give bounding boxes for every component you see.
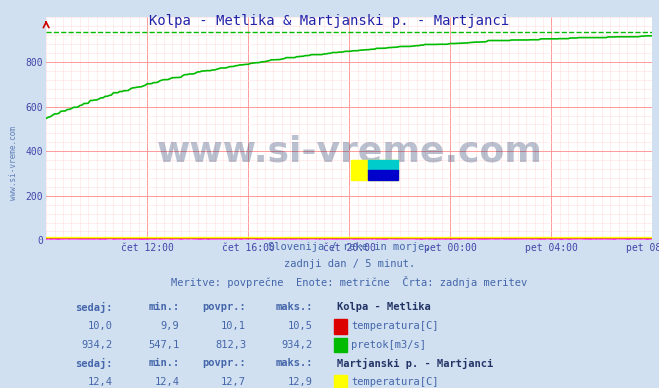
Text: povpr.:: povpr.: — [202, 358, 246, 368]
Text: 12,4: 12,4 — [88, 377, 113, 387]
Bar — [334, 338, 347, 352]
Text: 10,5: 10,5 — [288, 321, 313, 331]
Text: 547,1: 547,1 — [148, 340, 179, 350]
Bar — [351, 160, 397, 180]
Text: sedaj:: sedaj: — [75, 302, 113, 313]
Text: Kolpa - Metlika & Martjanski p. - Martjanci: Kolpa - Metlika & Martjanski p. - Martja… — [150, 14, 509, 28]
Bar — [334, 376, 347, 388]
Text: pretok[m3/s]: pretok[m3/s] — [351, 340, 426, 350]
Text: www.si-vreme.com: www.si-vreme.com — [9, 126, 18, 200]
Text: Martjanski p. - Martjanci: Martjanski p. - Martjanci — [337, 358, 494, 369]
Text: 12,9: 12,9 — [288, 377, 313, 387]
Text: min.:: min.: — [148, 302, 179, 312]
Text: Meritve: povprečne  Enote: metrične  Črta: zadnja meritev: Meritve: povprečne Enote: metrične Črta:… — [171, 276, 527, 288]
Text: 12,4: 12,4 — [154, 377, 179, 387]
Text: min.:: min.: — [148, 358, 179, 368]
Text: www.si-vreme.com: www.si-vreme.com — [156, 134, 542, 168]
Text: temperatura[C]: temperatura[C] — [351, 377, 439, 387]
Bar — [368, 170, 397, 180]
Text: Kolpa - Metlika: Kolpa - Metlika — [337, 302, 431, 312]
Text: sedaj:: sedaj: — [75, 358, 113, 369]
Text: 9,9: 9,9 — [161, 321, 179, 331]
Text: 812,3: 812,3 — [215, 340, 246, 350]
Text: 12,7: 12,7 — [221, 377, 246, 387]
Text: povpr.:: povpr.: — [202, 302, 246, 312]
Bar — [334, 319, 347, 334]
Text: maks.:: maks.: — [275, 358, 313, 368]
Text: Slovenija / reke in morje.: Slovenija / reke in morje. — [268, 242, 430, 252]
Text: 934,2: 934,2 — [281, 340, 313, 350]
Text: zadnji dan / 5 minut.: zadnji dan / 5 minut. — [283, 259, 415, 269]
Bar — [368, 160, 397, 171]
Text: 934,2: 934,2 — [82, 340, 113, 350]
Text: temperatura[C]: temperatura[C] — [351, 321, 439, 331]
Text: maks.:: maks.: — [275, 302, 313, 312]
Text: 10,1: 10,1 — [221, 321, 246, 331]
Text: 10,0: 10,0 — [88, 321, 113, 331]
